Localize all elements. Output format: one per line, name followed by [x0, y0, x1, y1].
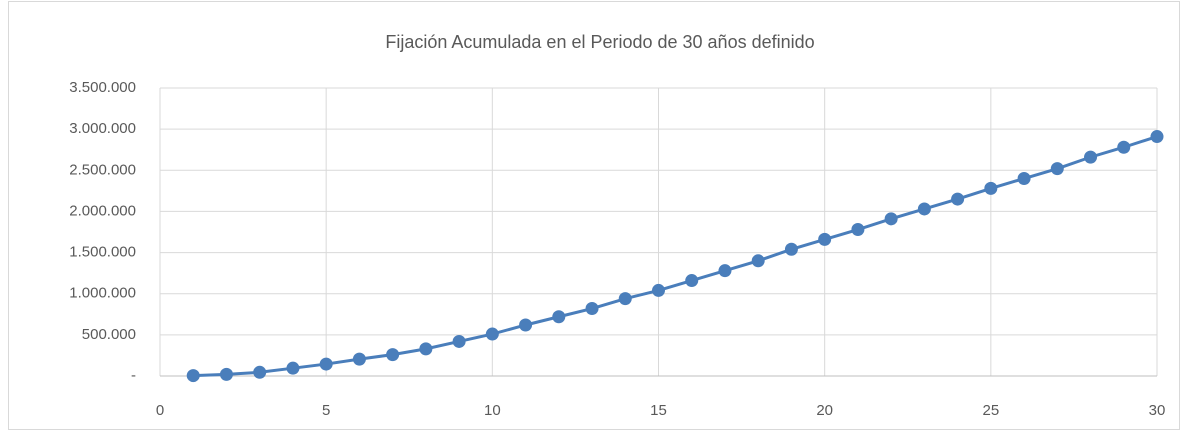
marker — [685, 274, 699, 288]
marker — [1050, 162, 1064, 176]
chart-border — [8, 1, 1180, 430]
marker — [319, 357, 333, 371]
marker — [452, 334, 466, 348]
marker — [419, 342, 433, 356]
chart-title: Fijación Acumulada en el Periodo de 30 a… — [385, 32, 814, 52]
x-tick-label: 0 — [156, 402, 164, 419]
marker — [1150, 130, 1164, 144]
y-tick-label: 2.500.000 — [69, 161, 136, 178]
x-tick-label: 20 — [816, 402, 833, 419]
x-tick-label: 10 — [484, 402, 501, 419]
marker — [1117, 140, 1131, 154]
marker — [386, 348, 400, 362]
marker — [1017, 172, 1031, 186]
y-tick-label: 1.500.000 — [69, 244, 136, 261]
marker — [884, 212, 898, 226]
marker — [652, 283, 665, 297]
marker — [718, 264, 732, 278]
x-tick-label: 5 — [322, 402, 330, 419]
marker — [485, 327, 499, 341]
marker — [219, 367, 233, 381]
marker — [917, 202, 931, 216]
y-tick-label: 1.000.000 — [69, 285, 136, 302]
marker — [352, 352, 366, 366]
marker — [186, 369, 200, 383]
marker — [286, 361, 300, 375]
y-tick-label: 3.500.000 — [69, 79, 136, 96]
marker — [585, 302, 599, 316]
y-tick-label: 3.000.000 — [69, 120, 136, 137]
y-tick-label: 2.000.000 — [69, 202, 136, 219]
x-tick-label: 15 — [650, 402, 667, 419]
marker — [519, 318, 533, 332]
marker — [618, 292, 632, 306]
y-tick-label: - — [131, 367, 136, 384]
marker — [751, 254, 765, 268]
x-tick-label: 30 — [1149, 402, 1166, 419]
marker — [253, 365, 267, 379]
marker — [951, 192, 965, 206]
marker — [552, 310, 566, 324]
marker — [784, 242, 798, 256]
marker — [851, 223, 865, 237]
marker — [818, 232, 832, 246]
marker — [984, 181, 998, 195]
y-tick-label: 500.000 — [82, 326, 136, 343]
marker — [1084, 150, 1098, 164]
x-tick-label: 25 — [982, 402, 999, 419]
